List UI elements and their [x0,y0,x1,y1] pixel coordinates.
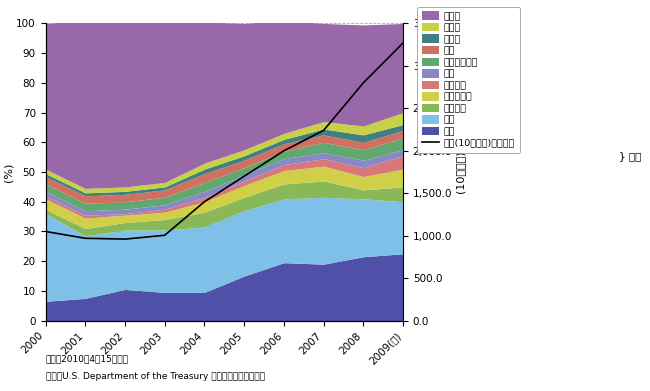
Legend: その他, スイス, ロシア, 台湾, カリブ海諸国, 香港, ブラジル, 石油輸出国, イギリス, 日本, 中国, 合計(10億ドル)（右軸）: その他, スイス, ロシア, 台湾, カリブ海諸国, 香港, ブラジル, 石油輸… [417,7,520,152]
Text: 資料：U.S. Department of the Treasury 統計データから作成。: 資料：U.S. Department of the Treasury 統計データ… [46,372,265,381]
Y-axis label: (%): (%) [3,162,14,182]
Text: 備考：2010年4月15日現在: 備考：2010年4月15日現在 [46,355,129,364]
Y-axis label: (10億ドル): (10億ドル) [455,151,465,194]
Text: } 左軸: } 左軸 [619,151,641,161]
